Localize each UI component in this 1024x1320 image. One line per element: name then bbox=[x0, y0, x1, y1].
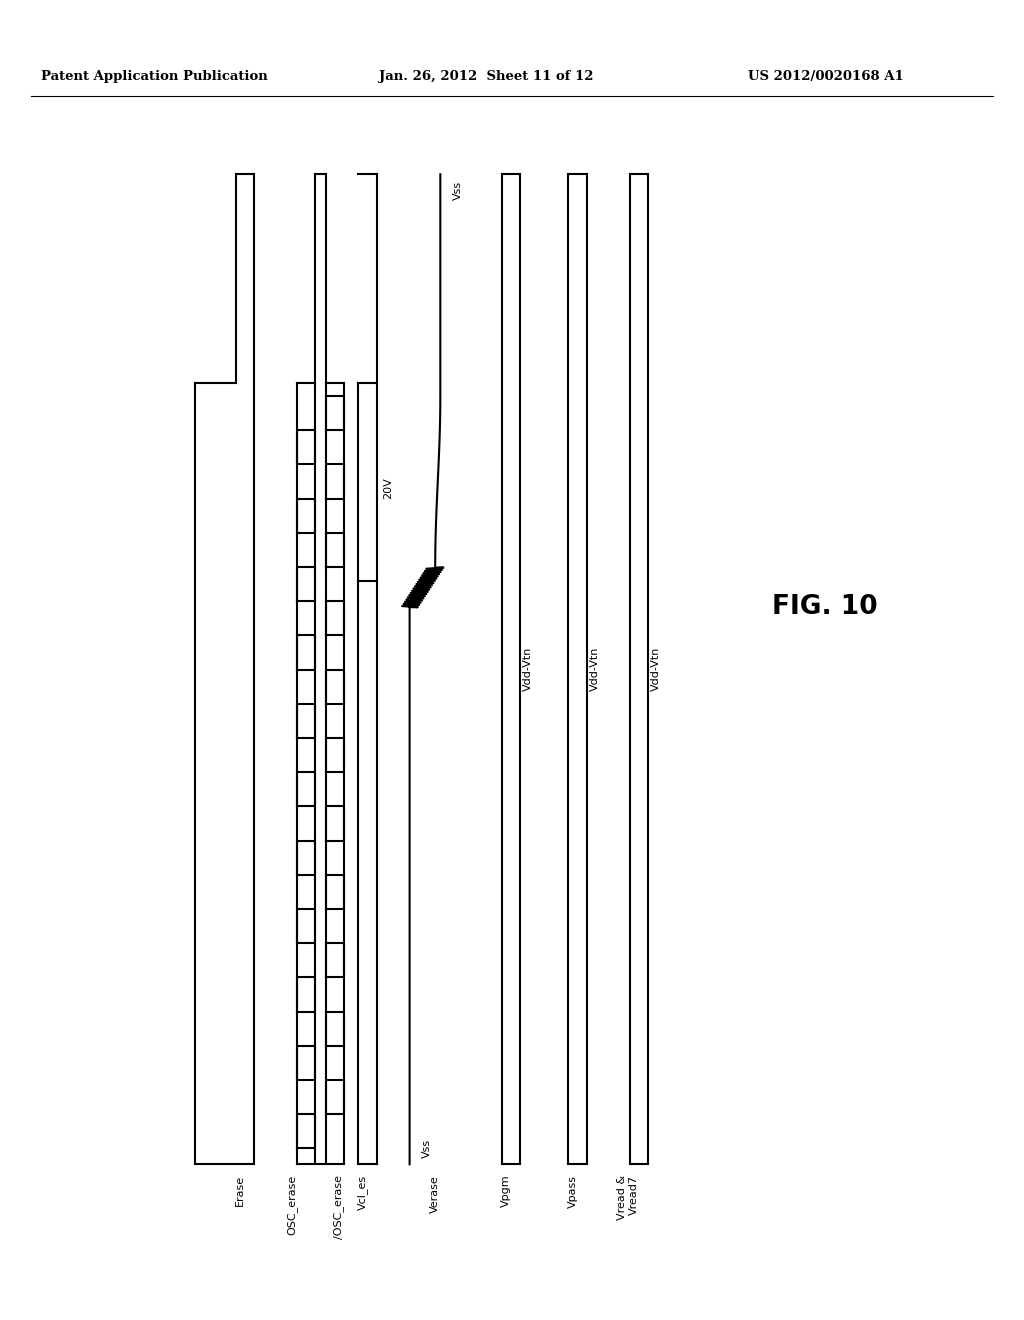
Text: 20V: 20V bbox=[383, 478, 393, 499]
Text: Vpgm: Vpgm bbox=[501, 1175, 511, 1208]
Text: OSC_erase: OSC_erase bbox=[286, 1175, 297, 1236]
Text: /OSC_erase: /OSC_erase bbox=[333, 1175, 344, 1238]
Text: Vcl_es: Vcl_es bbox=[356, 1175, 368, 1210]
Text: Patent Application Publication: Patent Application Publication bbox=[41, 70, 267, 83]
Text: Vdd-Vtn: Vdd-Vtn bbox=[651, 647, 662, 692]
Text: US 2012/0020168 A1: US 2012/0020168 A1 bbox=[748, 70, 903, 83]
Text: Vdd-Vtn: Vdd-Vtn bbox=[590, 647, 600, 692]
Text: Vpass: Vpass bbox=[567, 1175, 578, 1208]
Text: Verase: Verase bbox=[430, 1175, 440, 1213]
Text: Vss: Vss bbox=[453, 181, 463, 199]
Text: Vss: Vss bbox=[422, 1139, 432, 1158]
Text: Vread &
Vread7: Vread & Vread7 bbox=[617, 1175, 639, 1220]
Text: Erase: Erase bbox=[234, 1175, 245, 1206]
Text: Vdd-Vtn: Vdd-Vtn bbox=[523, 647, 534, 692]
Text: FIG. 10: FIG. 10 bbox=[771, 594, 878, 620]
Text: Jan. 26, 2012  Sheet 11 of 12: Jan. 26, 2012 Sheet 11 of 12 bbox=[379, 70, 593, 83]
